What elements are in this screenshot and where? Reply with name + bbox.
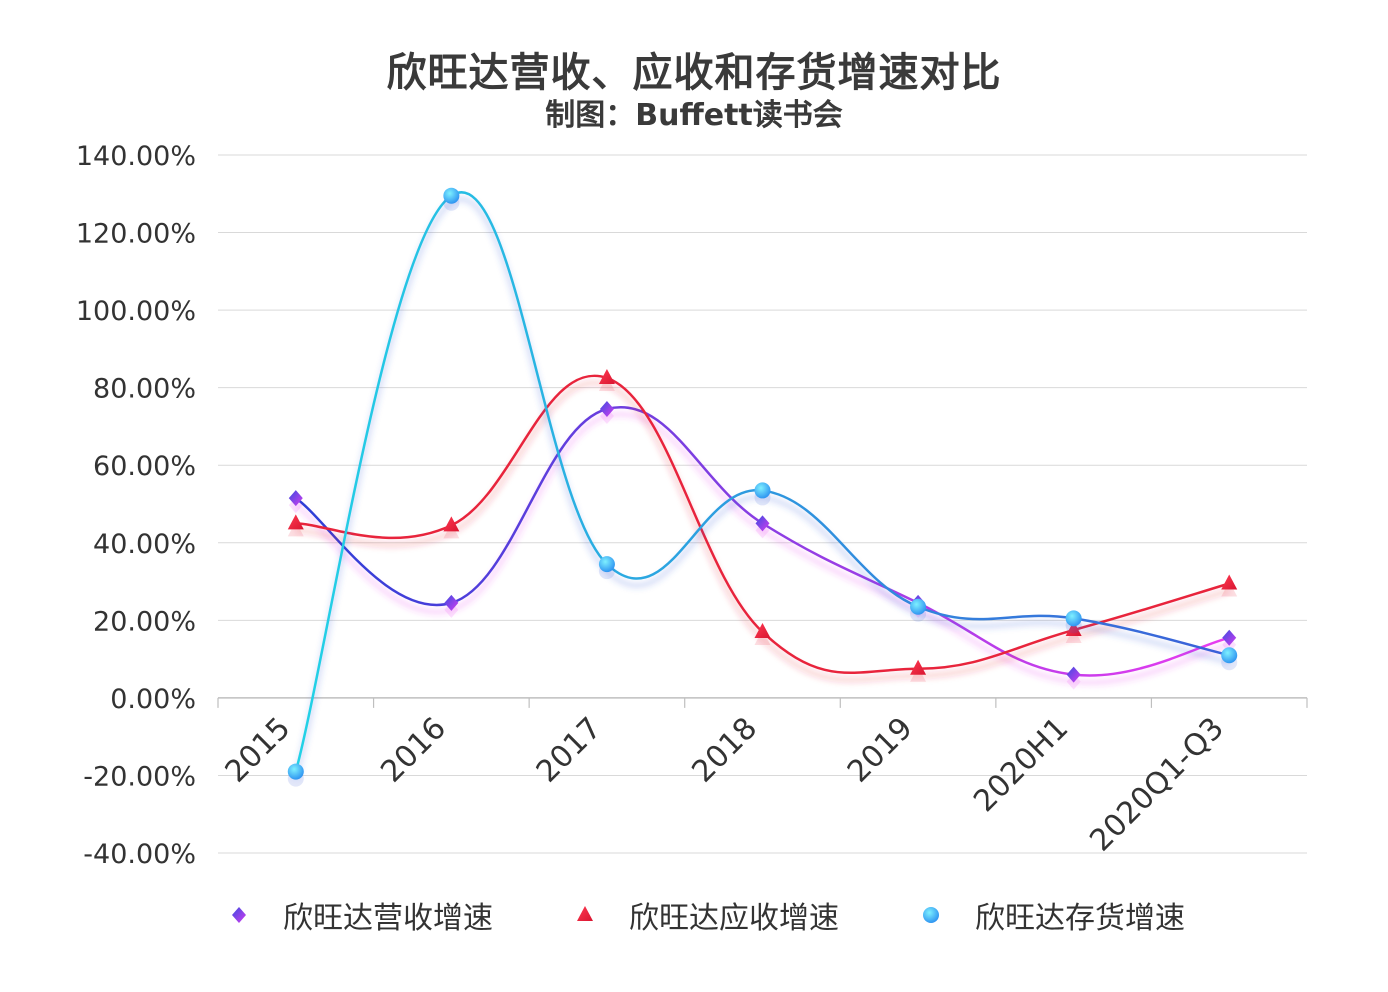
y-tick-label: -40.00%	[83, 839, 196, 870]
series-2	[287, 368, 1238, 683]
data-point	[287, 514, 304, 530]
y-axis-tick-labels: 140.00% 120.00% 100.00% 80.00% 60.00% 40.00% 2…	[76, 141, 196, 870]
data-point	[599, 400, 614, 417]
data-point	[443, 516, 460, 532]
x-tick-label: 2017	[530, 711, 609, 790]
x-tick-label: 2015	[219, 711, 298, 790]
x-tick-label: 2019	[841, 711, 920, 790]
chart-subtitle: 制图：Buffett读书会	[545, 98, 843, 133]
chart-title: 欣旺达营收、应收和存货增速对比	[386, 50, 1002, 96]
legend: 欣旺达营收增速 欣旺达应收增速 欣旺达存货增速	[0, 893, 1388, 937]
data-point	[598, 368, 615, 384]
data-point	[287, 763, 304, 780]
x-tick-label: 2016	[374, 711, 453, 790]
x-axis	[217, 697, 1308, 708]
data-point	[754, 482, 771, 499]
legend-item: 欣旺达营收增速	[203, 893, 493, 937]
data-point	[1065, 610, 1082, 627]
series-line-shadow	[295, 379, 1231, 683]
data-point	[1222, 629, 1237, 646]
x-axis-tick-labels: 2015 2016 2017 2018 2019 2020H1 2020Q1-Q3	[219, 711, 1231, 859]
y-tick-label: 60.00%	[93, 451, 196, 482]
data-point	[288, 490, 303, 507]
data-point	[1221, 574, 1238, 590]
data-point	[443, 187, 460, 204]
data-point	[754, 622, 771, 638]
data-point	[1221, 647, 1238, 664]
y-tick-label: 120.00%	[76, 219, 196, 250]
series-3	[287, 187, 1238, 787]
data-point	[1065, 621, 1082, 637]
legend-marker	[923, 907, 939, 923]
series-layer	[287, 187, 1238, 787]
x-tick-label: 2018	[685, 711, 764, 790]
y-tick-label: 0.00%	[110, 684, 196, 715]
data-point	[755, 515, 770, 532]
x-tick-label: 2020H1	[967, 711, 1075, 819]
data-point	[598, 556, 615, 573]
x-tick-label: 2020Q1-Q3	[1083, 711, 1231, 859]
y-tick-label: 100.00%	[76, 296, 196, 327]
legend-label: 欣旺达应收增速	[629, 901, 839, 936]
y-tick-label: 140.00%	[76, 141, 196, 172]
series-1	[288, 400, 1237, 690]
y-tick-label: 20.00%	[93, 606, 196, 637]
series-line-shadow	[292, 196, 1230, 780]
legend-marker	[232, 907, 246, 923]
legend-swatch	[897, 907, 965, 923]
legend-label: 欣旺达营收增速	[283, 901, 493, 936]
data-point	[444, 594, 459, 611]
y-tick-label: -20.00%	[83, 761, 196, 792]
y-tick-label: 40.00%	[93, 529, 196, 560]
y-tick-label: 80.00%	[93, 374, 196, 405]
legend-marker	[577, 906, 593, 921]
data-point	[910, 659, 927, 675]
legend-swatch	[205, 907, 273, 923]
data-point	[910, 598, 927, 615]
legend-swatch	[551, 906, 619, 921]
series-line	[294, 191, 1230, 772]
legend-item: 欣旺达应收增速	[549, 893, 839, 937]
legend-label: 欣旺达存货增速	[975, 901, 1185, 936]
data-point	[1066, 666, 1081, 683]
legend-item: 欣旺达存货增速	[895, 893, 1185, 937]
